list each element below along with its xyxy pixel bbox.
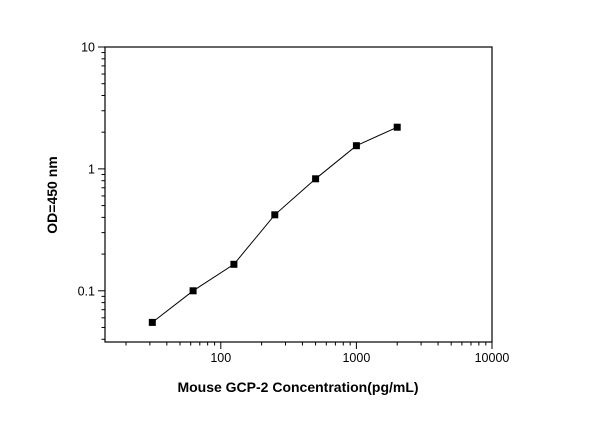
axis-ticks bbox=[98, 46, 493, 349]
y-tick-label: 0.1 bbox=[78, 284, 95, 298]
data-point-marker bbox=[189, 287, 197, 295]
x-tick-label: 1000 bbox=[342, 351, 370, 365]
y-tick-label: 1 bbox=[88, 162, 95, 176]
series-line bbox=[151, 126, 398, 323]
y-axis-title: OD=450 nm bbox=[44, 156, 60, 233]
x-tick-label: 10000 bbox=[475, 351, 510, 365]
data-series bbox=[148, 123, 401, 326]
tick-labels: 100 1000 10000 0.1 1 10 bbox=[78, 41, 510, 366]
data-point-marker bbox=[271, 211, 279, 219]
data-point-marker bbox=[148, 318, 156, 326]
data-point-marker bbox=[352, 142, 360, 150]
x-axis-title: Mouse GCP-2 Concentration(pg/mL) bbox=[177, 379, 418, 395]
data-point-marker bbox=[312, 175, 320, 183]
plot-frame bbox=[104, 46, 493, 343]
y-tick-label: 10 bbox=[81, 41, 95, 55]
x-tick-label: 100 bbox=[210, 351, 231, 365]
data-point-marker bbox=[393, 123, 401, 131]
data-point-marker bbox=[230, 260, 238, 268]
